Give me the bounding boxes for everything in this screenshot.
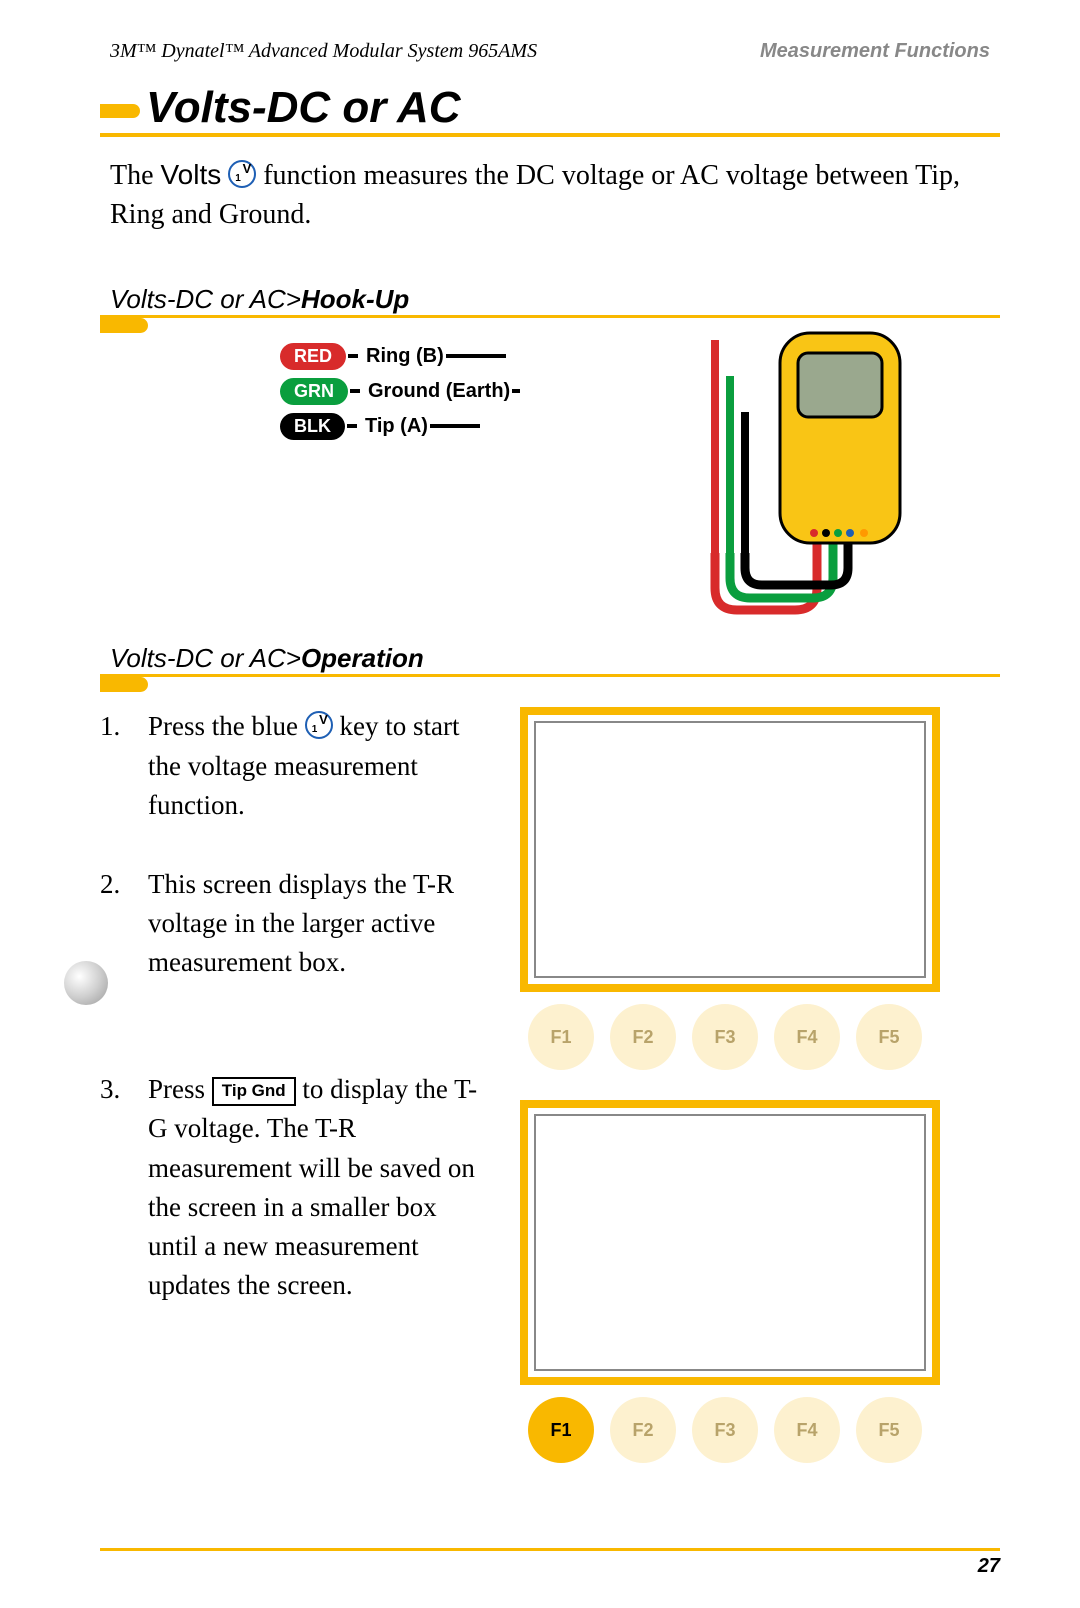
operation-steps: Press the blue key to start the voltage … [100, 707, 490, 1305]
fkeys-row-2: F1 F2 F3 F4 F5 [520, 1397, 1000, 1463]
title-accent-bar [100, 104, 140, 118]
volts-key-icon [305, 711, 333, 739]
f2-key[interactable]: F2 [610, 1004, 676, 1070]
ground-label: Ground (Earth) [368, 380, 510, 402]
screen-block-2: F1 F2 F3 F4 F5 [520, 1100, 1000, 1463]
device-screen-2 [520, 1100, 940, 1385]
blk-pill: BLK [280, 413, 345, 440]
volts-key-icon [228, 160, 256, 188]
header-right: Measurement Functions [760, 40, 990, 63]
page-title: Volts-DC or AC [100, 83, 1000, 137]
f1-key[interactable]: F1 [528, 1004, 594, 1070]
device-screen-1 [520, 707, 940, 992]
page-footer: 27 [100, 1548, 1000, 1578]
f5-key[interactable]: F5 [856, 1397, 922, 1463]
step-2: This screen displays the T-R voltage in … [100, 865, 490, 982]
ring-label: Ring (B) [366, 345, 444, 367]
f3-key[interactable]: F3 [692, 1004, 758, 1070]
intro-paragraph: The Volts function measures the DC volta… [100, 155, 1000, 234]
tip-label: Tip (A) [365, 415, 428, 437]
header-left: 3M™ Dynatel™ Advanced Modular System 965… [110, 40, 537, 63]
fkeys-row-1: F1 F2 F3 F4 F5 [520, 1004, 1000, 1070]
page-number: 27 [978, 1555, 1000, 1577]
f4-key[interactable]: F4 [774, 1004, 840, 1070]
step-3: Press Tip Gnd to display the T-G voltage… [100, 1070, 490, 1305]
f2-key[interactable]: F2 [610, 1397, 676, 1463]
operation-heading: Volts-DC or AC>Operation [100, 643, 1000, 677]
step-1: Press the blue key to start the voltage … [100, 707, 490, 824]
f3-key[interactable]: F3 [692, 1397, 758, 1463]
f4-key[interactable]: F4 [774, 1397, 840, 1463]
tip-gnd-button: Tip Gnd [212, 1077, 296, 1106]
f1-key-active[interactable]: F1 [528, 1397, 594, 1463]
screen-block-1: F1 F2 F3 F4 F5 [520, 707, 1000, 1070]
device-illustration [710, 328, 910, 633]
hookup-diagram: RED Ring (B) GRN Ground (Earth) BLK Tip (A) [280, 343, 1000, 613]
f5-key[interactable]: F5 [856, 1004, 922, 1070]
volts-label: Volts [161, 159, 222, 190]
red-pill: RED [280, 343, 346, 370]
grn-pill: GRN [280, 378, 348, 405]
hookup-heading: Volts-DC or AC>Hook-Up [100, 284, 1000, 318]
